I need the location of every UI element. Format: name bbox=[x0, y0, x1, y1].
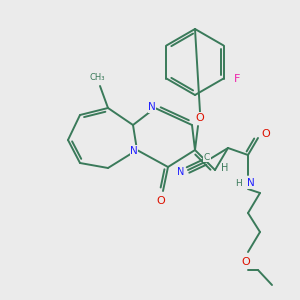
Text: C: C bbox=[204, 152, 210, 161]
Text: F: F bbox=[233, 74, 240, 83]
Text: H: H bbox=[221, 163, 229, 173]
Text: N: N bbox=[130, 146, 138, 156]
Text: N: N bbox=[177, 167, 185, 177]
Text: O: O bbox=[242, 257, 250, 267]
Text: O: O bbox=[262, 129, 270, 139]
Text: H: H bbox=[235, 178, 242, 188]
Text: CH₃: CH₃ bbox=[89, 73, 105, 82]
Text: N: N bbox=[247, 178, 255, 188]
Text: N: N bbox=[148, 102, 156, 112]
Text: O: O bbox=[157, 196, 165, 206]
Text: O: O bbox=[196, 113, 204, 123]
